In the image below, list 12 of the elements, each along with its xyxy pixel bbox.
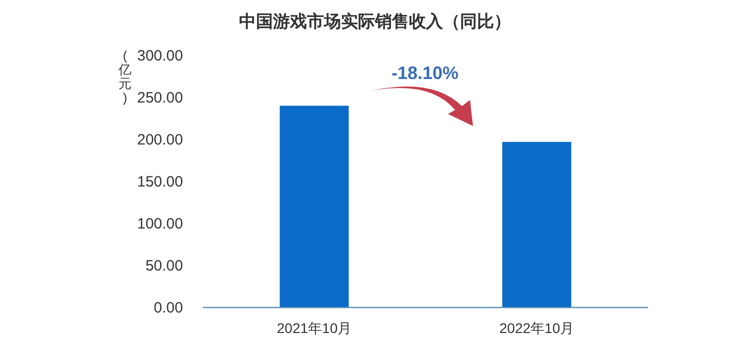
y-tick-label: 300.00 [137,47,183,64]
y-tick-label: 100.00 [137,215,183,232]
y-tick-label: 150.00 [137,173,183,190]
y-axis-title: (亿元) [118,48,132,105]
annotation: -18.10% [391,63,459,83]
y-tick-label: 0.00 [154,300,183,316]
y-tick-label: 200.00 [137,131,183,148]
y-tick-label: 250.00 [137,89,183,106]
x-tick-label: 2022年10月 [499,320,574,336]
chart-title: 中国游戏市场实际销售收入（同比） [239,12,511,31]
y-tick-label: 50.00 [145,257,183,274]
x-tick-label: 2021年10月 [276,320,352,336]
